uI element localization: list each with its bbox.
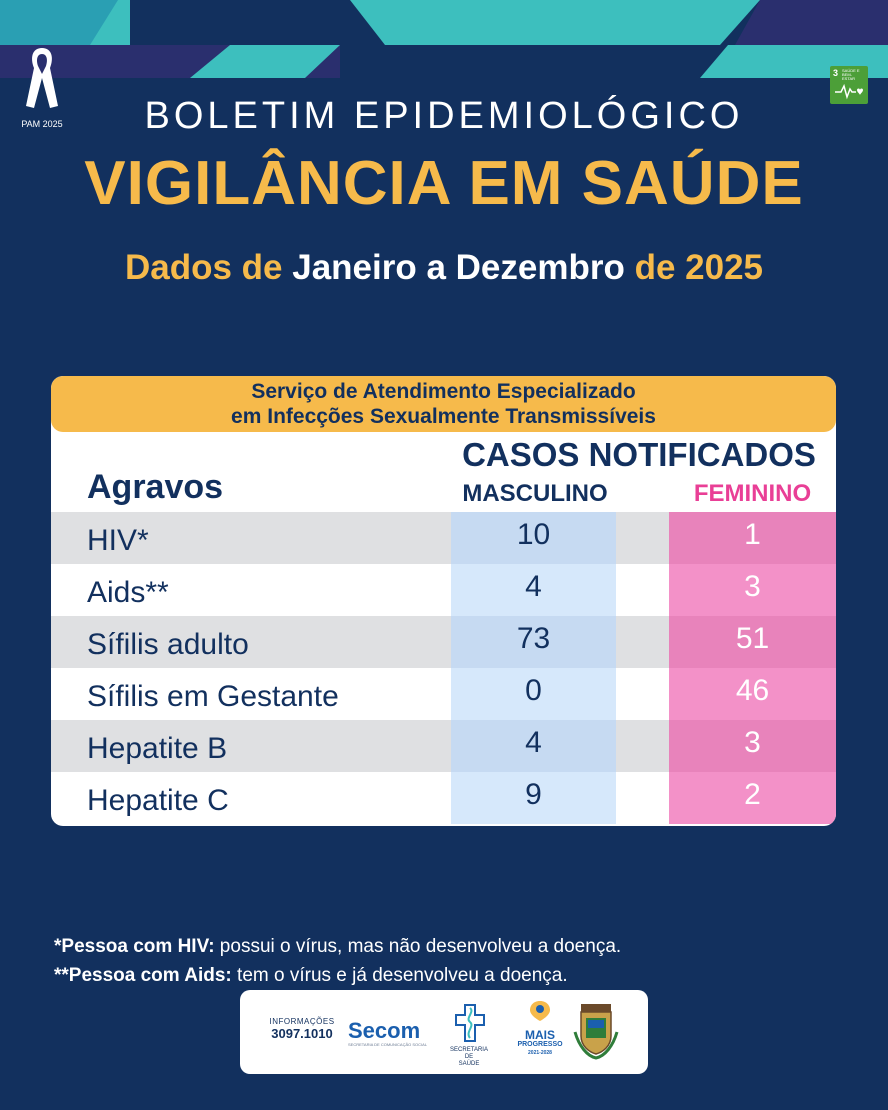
masculino-value: 4 [451,564,616,616]
secom-logo: Secom [348,1018,421,1043]
sdg-text: SAÚDE E BEM-ESTAR [842,68,860,81]
top-decorative-band [0,0,888,78]
health-secretariat-label: SECRETARIA DE SAÚDE [446,1047,492,1068]
health-label-line2: SAÚDE [458,1061,480,1067]
date-prefix: Dados de [124,248,283,287]
teal-shapes-decoration [0,0,888,78]
row-label: Sífilis adulto [87,628,249,661]
cases-table-card: Serviço de Atendimento Especializado em … [51,376,836,826]
table-row: Sífilis adulto 73 51 [51,616,836,668]
footnote-aids-term: **Pessoa com Aids: [54,965,232,986]
health-label-line1: SECRETARIA DE [450,1047,488,1060]
footnote-hiv: *Pessoa com HIV: possui o vírus, mas não… [54,932,621,961]
mais-years: 2021-2028 [528,1050,552,1056]
sdg-3-badge: 3 SAÚDE E BEM-ESTAR [830,66,868,104]
main-title: VIGILÂNCIA EM SAÚDE [84,149,804,218]
masculino-value: 9 [451,772,616,824]
info-label: INFORMAÇÕES [269,1017,335,1026]
agravos-column-header: Agravos [87,468,224,506]
bulletin-title: BOLETIM EPIDEMIOLÓGICO [144,95,744,137]
footnotes: *Pessoa com HIV: possui o vírus, mas não… [54,932,621,990]
service-header-line2: em Infecções Sexualmente Transmissíveis [231,405,656,428]
date-year: de 2025 [634,248,764,287]
row-label: Hepatite B [87,732,228,765]
date-range-title: Dados de Janeiro a Dezembro de 2025 [0,248,888,288]
table-row: Aids** 4 3 [51,564,836,616]
row-label: Hepatite C [87,784,229,817]
table-row: Sífilis em Gestante 0 46 [51,668,836,720]
feminino-value: 3 [669,564,836,616]
row-label: Sífilis em Gestante [87,680,339,713]
row-label: HIV* [87,524,149,557]
city-coat-of-arms-icon [573,1004,619,1060]
date-period: Janeiro a Dezembro [292,248,625,287]
table-row: Hepatite B 4 3 [51,720,836,772]
footnote-aids-text: tem o vírus e já desenvolveu a doença. [231,965,568,986]
table-row: HIV* 10 1 [51,512,836,564]
masculino-value: 0 [451,668,616,720]
pam-label: PAM 2025 [21,119,63,129]
masculino-column-header: MASCULINO [462,480,608,507]
feminino-value: 46 [669,668,836,720]
masculino-value: 4 [451,720,616,772]
footer-logo-bar: INFORMAÇÕES 3097.1010 Secom SECRETARIA D… [240,990,648,1074]
service-header-line1: Serviço de Atendimento Especializado [251,380,636,403]
feminino-column-header: FEMININO [693,480,812,507]
heartbeat-icon [835,83,863,100]
mais-progresso-logo: MAIS PROGRESSO 2021-2028 [510,1000,570,1057]
ribbon-icon [26,48,58,108]
feminino-value: 1 [669,512,836,564]
table-row: Hepatite C 9 2 [51,772,836,824]
feminino-value: 3 [669,720,836,772]
awareness-ribbon-badge: PAM 2025 [18,44,66,129]
service-header: Serviço de Atendimento Especializado em … [51,376,836,432]
sdg-number: 3 [833,68,839,78]
masculino-value: 10 [451,512,616,564]
progresso-text: PROGRESSO [517,1041,563,1048]
masculino-value: 73 [451,616,616,668]
location-pin-icon [530,1001,550,1021]
cases-notified-heading: CASOS NOTIFICADOS [462,436,816,473]
footnote-hiv-term: *Pessoa com HIV: [54,936,215,957]
footnote-aids: **Pessoa com Aids: tem o vírus e já dese… [54,961,621,990]
feminino-value: 51 [669,616,836,668]
footnote-hiv-text: possui o vírus, mas não desenvolveu a do… [214,936,622,957]
health-cross-icon [455,1004,485,1042]
info-phone: 3097.1010 [271,1026,333,1041]
row-label: Aids** [87,576,169,609]
feminino-value: 2 [669,772,836,824]
mais-text: MAIS [525,1028,555,1042]
secom-subtitle: SECRETARIA DE COMUNICAÇÃO SOCIAL [348,1042,428,1047]
info-block: INFORMAÇÕES 3097.1010 [267,1017,337,1041]
